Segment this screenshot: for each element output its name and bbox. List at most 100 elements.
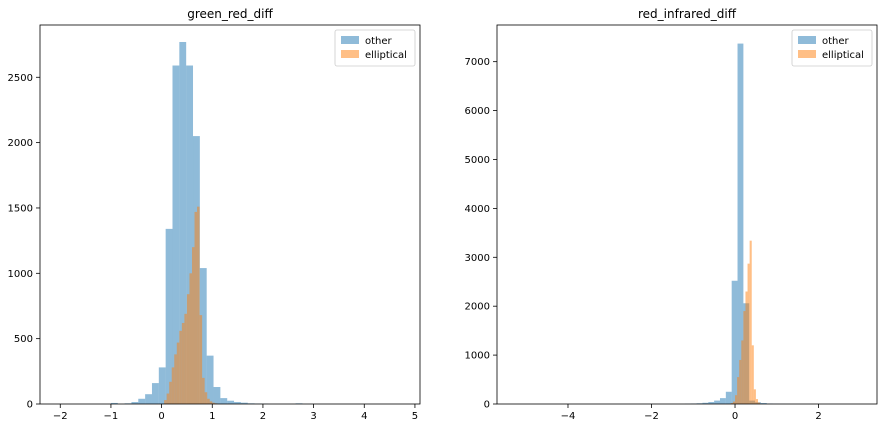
bar <box>714 400 720 404</box>
bar <box>731 280 738 404</box>
series-other <box>684 43 791 404</box>
bar <box>209 401 213 404</box>
bar <box>179 41 187 405</box>
bar <box>204 392 208 404</box>
bar <box>186 294 190 404</box>
y-tick-label: 500 <box>14 334 33 345</box>
legend-swatch <box>798 50 816 58</box>
bar <box>757 402 761 404</box>
bar <box>199 315 203 404</box>
bar <box>179 330 182 404</box>
x-tick-label: 2 <box>815 411 821 422</box>
bar <box>708 402 715 404</box>
x-tick-label: 0 <box>732 411 738 422</box>
x-tick-label: −2 <box>53 411 68 422</box>
y-tick-label: 5000 <box>465 155 490 166</box>
bar <box>702 402 709 404</box>
x-tick-label: 3 <box>310 411 316 422</box>
legend-swatch <box>341 36 359 44</box>
bar <box>145 394 152 404</box>
legend-swatch <box>341 50 359 58</box>
bar <box>719 398 726 404</box>
bar <box>220 398 228 404</box>
bar <box>743 311 746 404</box>
bar <box>741 340 744 404</box>
chart-title: red_infrared_diff <box>638 7 737 21</box>
x-tick-label: 2 <box>260 411 266 422</box>
axes-frame <box>39 24 421 405</box>
y-tick-label: 6000 <box>465 106 490 117</box>
bar <box>234 402 241 404</box>
bar <box>737 43 744 404</box>
bar <box>725 391 732 404</box>
bar <box>189 273 192 404</box>
bar <box>732 401 736 404</box>
series-elliptical <box>730 240 761 404</box>
y-tick-label: 3000 <box>465 253 490 264</box>
legend: other elliptical <box>791 29 873 67</box>
y-tick-label: 7000 <box>465 57 490 68</box>
legend-label: elliptical <box>365 50 407 61</box>
legend-label: other <box>822 36 850 47</box>
legend-label: elliptical <box>822 50 864 61</box>
x-tick-label: 5 <box>412 411 418 422</box>
x-tick-label: 4 <box>361 411 367 422</box>
bar <box>194 211 198 404</box>
bar <box>176 342 180 404</box>
y-tick-label: 1500 <box>8 203 33 214</box>
y-tick-label: 1000 <box>465 351 490 362</box>
bar <box>735 395 738 404</box>
bar <box>212 402 215 404</box>
legend-swatch <box>798 36 816 44</box>
x-tick-label: −2 <box>644 411 659 422</box>
bar <box>749 240 752 404</box>
x-tick-label: −1 <box>104 411 119 422</box>
bar <box>158 367 166 404</box>
series-other <box>110 41 303 405</box>
bar <box>151 383 159 404</box>
legend-label: other <box>365 36 393 47</box>
bar <box>169 381 172 404</box>
chart-1: −2 −1 0 1 2 3 4 5 0 500 1000 1500 2000 2500 green_red_… <box>8 7 421 422</box>
bar <box>174 354 177 404</box>
bar <box>753 389 756 404</box>
bar <box>138 398 146 404</box>
bar <box>164 400 167 404</box>
bar <box>172 65 180 404</box>
bar <box>171 367 175 404</box>
bar <box>184 313 187 404</box>
bar <box>181 322 185 404</box>
y-tick-label: 2000 <box>8 138 33 149</box>
bar <box>166 393 170 404</box>
bar <box>751 345 754 404</box>
y-tick-label: 4000 <box>465 204 490 215</box>
bar <box>240 402 248 404</box>
bar <box>213 387 221 404</box>
bar <box>745 291 748 404</box>
y-tick-label: 0 <box>27 400 33 411</box>
bar <box>747 263 750 404</box>
y-tick-label: 2000 <box>465 302 490 313</box>
x-tick-label: 1 <box>209 411 215 422</box>
axes-frame <box>496 24 878 405</box>
bar <box>131 402 139 404</box>
x-tick-label: −4 <box>561 411 576 422</box>
bar <box>206 355 214 404</box>
bar <box>755 399 758 404</box>
bar <box>165 228 173 404</box>
bar <box>737 377 740 404</box>
bar <box>760 403 767 404</box>
bar <box>199 268 207 404</box>
y-tick-label: 1000 <box>8 269 33 280</box>
bar <box>207 398 210 404</box>
bar <box>110 402 118 404</box>
legend: other elliptical <box>334 29 416 67</box>
bar <box>730 403 733 404</box>
bar <box>186 65 194 404</box>
bar <box>192 247 195 404</box>
x-tick-label: 0 <box>158 411 164 422</box>
bar <box>739 359 742 404</box>
series-elliptical <box>164 206 218 404</box>
chart-title: green_red_diff <box>187 7 273 21</box>
